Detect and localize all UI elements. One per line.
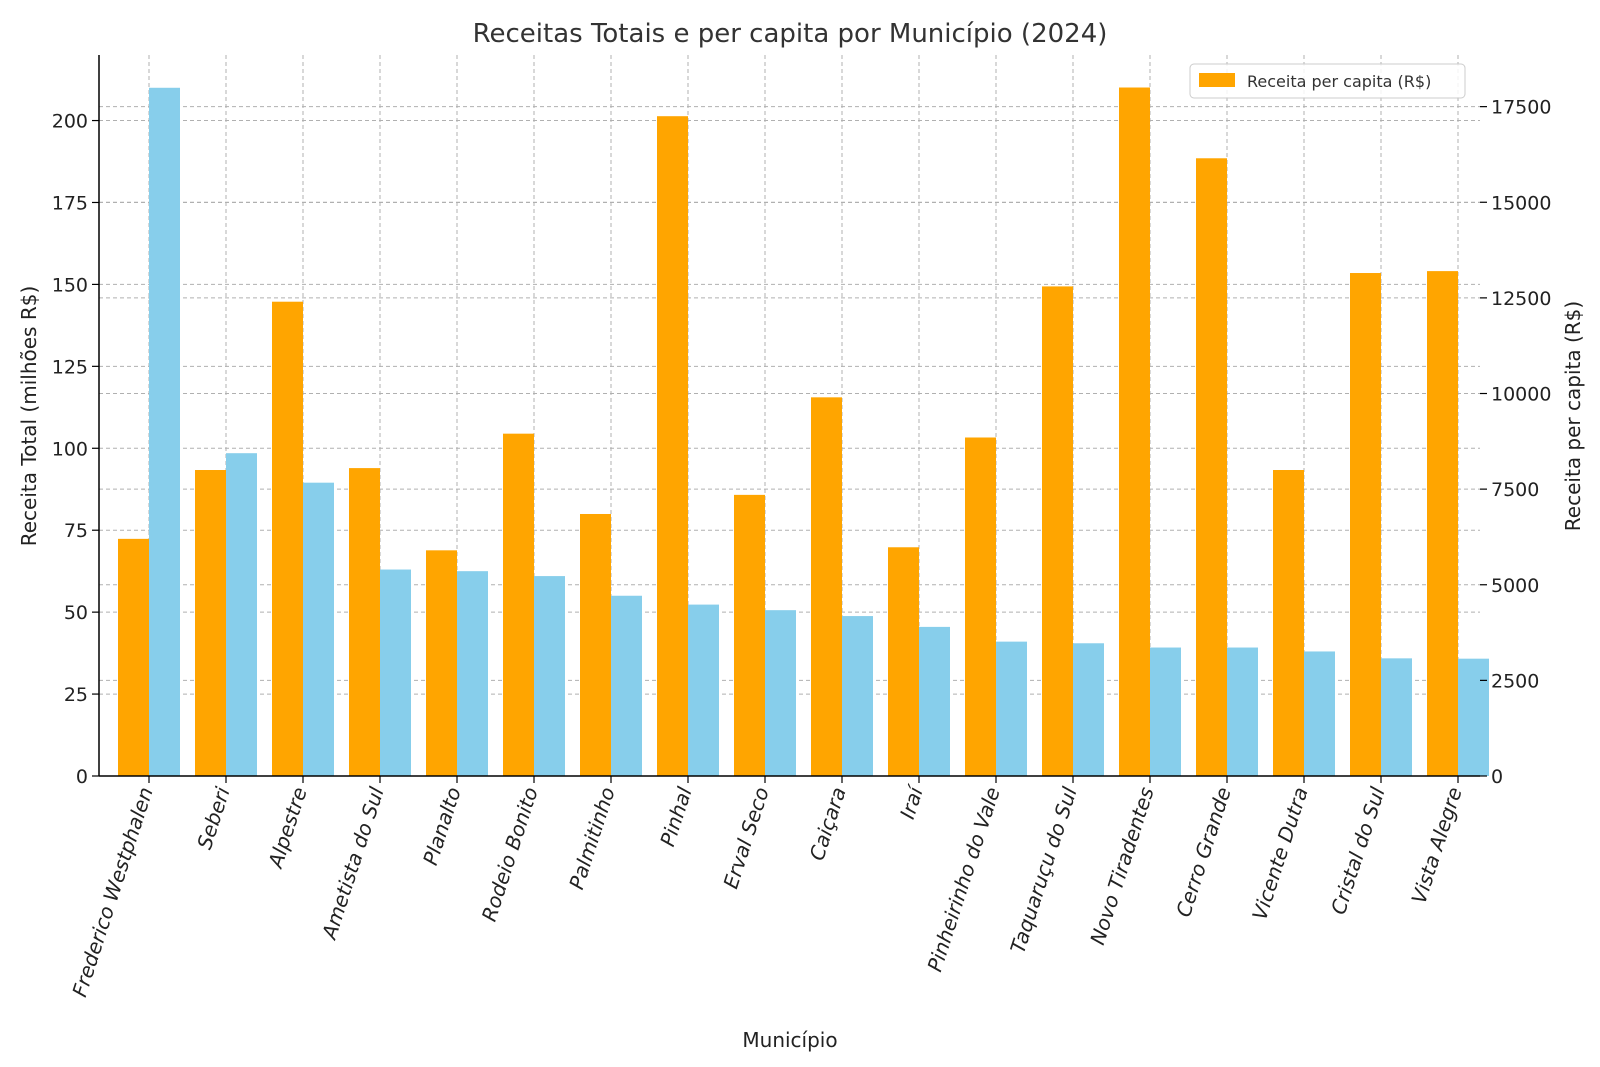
x-tick-label: Cristal do Sul	[1326, 784, 1390, 918]
x-tick-label: Planalto	[418, 784, 466, 868]
left-tick-label: 0	[76, 766, 88, 788]
right-tick-label: 10000	[1491, 384, 1551, 406]
x-axis-label: Município	[742, 1028, 837, 1052]
x-tick-label: Caiçara	[805, 784, 851, 863]
bars	[118, 87, 1489, 777]
bar-per-capita	[888, 547, 919, 776]
bar-total	[996, 641, 1027, 776]
bar-per-capita	[811, 397, 842, 776]
bar-total	[765, 610, 796, 776]
bar-per-capita	[1273, 470, 1304, 776]
bar-total	[688, 604, 719, 776]
right-y-axis-label: Receita per capita (R$)	[1561, 301, 1585, 531]
right-y-ticks: 0 2500 5000 7500 10000 12500 15000 17500	[1480, 97, 1551, 788]
right-tick-label: 2500	[1491, 670, 1539, 692]
bar-per-capita	[657, 116, 688, 777]
x-tick-label: Novo Tiradentes	[1085, 784, 1159, 948]
right-tick-label: 5000	[1491, 575, 1539, 597]
bar-total	[1458, 658, 1489, 776]
bar-total	[534, 576, 565, 776]
bar-total	[1227, 647, 1258, 776]
bar-per-capita	[734, 494, 765, 776]
legend-box	[1189, 63, 1466, 99]
x-tick-label: Vista Alegre	[1407, 784, 1467, 906]
x-tick-label: Iraí	[895, 782, 928, 822]
x-tick-label: Ametista do Sul	[316, 784, 388, 944]
left-tick-label: 50	[64, 602, 88, 624]
bar-total	[303, 482, 334, 776]
bar-per-capita	[1350, 273, 1381, 776]
x-ticks: Frederico Westphalen Seberi Alpestre Ametis…	[67, 776, 1467, 1000]
x-tick-label: Erval Seco	[718, 784, 773, 891]
left-tick-label: 200	[52, 111, 88, 133]
bar-per-capita	[580, 513, 611, 776]
bar-per-capita	[195, 470, 226, 776]
bar-total	[1304, 651, 1335, 776]
bar-total	[842, 616, 873, 776]
left-tick-label: 175	[52, 192, 88, 214]
bar-total	[1381, 658, 1412, 776]
left-tick-label: 75	[64, 520, 88, 542]
bar-per-capita	[1119, 87, 1150, 776]
x-tick-label: Seberi	[192, 784, 235, 852]
right-tick-label: 15000	[1491, 192, 1551, 214]
bar-per-capita	[503, 433, 534, 776]
bar-per-capita	[118, 538, 149, 776]
legend-entry: Receita per capita (R$)	[1247, 72, 1431, 91]
x-tick-label: Vicente Dutra	[1247, 784, 1313, 923]
bar-per-capita	[426, 550, 457, 776]
legend: Receita per capita (R$)	[1189, 63, 1466, 99]
bar-total	[611, 595, 642, 776]
x-tick-label: Frederico Westphalen	[67, 784, 157, 1000]
x-tick-label: Taquaruçu do Sul	[1005, 784, 1081, 957]
bar-per-capita	[349, 468, 380, 776]
right-tick-label: 0	[1491, 766, 1503, 788]
bar-total	[1150, 647, 1181, 776]
bar-per-capita	[965, 437, 996, 776]
legend-swatch	[1199, 73, 1235, 87]
chart-title: Receitas Totais e per capita por Municíp…	[473, 19, 1108, 49]
bar-per-capita	[1042, 286, 1073, 776]
bar-per-capita	[1427, 271, 1458, 776]
x-tick-label: Pinheirinho do Vale	[922, 784, 1004, 974]
x-tick-label: Palmitinho	[564, 784, 620, 892]
x-tick-label: Rodeio Bonito	[477, 784, 543, 924]
right-tick-label: 17500	[1491, 97, 1551, 119]
left-y-ticks: 0 25 50 75 100 125 150 175 200	[52, 111, 99, 788]
bar-total	[149, 87, 180, 777]
bar-per-capita	[272, 301, 303, 776]
bar-total	[380, 569, 411, 776]
axes-spines	[98, 55, 1480, 777]
bar-total	[226, 453, 257, 776]
left-tick-label: 25	[64, 684, 88, 706]
bar-total	[1073, 643, 1104, 776]
left-y-axis-label: Receita Total (milhões R$)	[17, 286, 41, 547]
x-tick-label: Cerro Grande	[1171, 784, 1236, 920]
x-tick-label: Alpestre	[263, 784, 312, 872]
bar-per-capita	[1196, 158, 1227, 777]
right-tick-label: 12500	[1491, 288, 1551, 310]
bar-total	[457, 571, 488, 776]
left-tick-label: 125	[52, 356, 88, 378]
left-tick-label: 100	[52, 438, 88, 460]
bar-total	[919, 626, 950, 776]
right-tick-label: 7500	[1491, 479, 1539, 501]
left-tick-label: 150	[52, 274, 88, 296]
x-tick-label: Pinhal	[655, 784, 697, 850]
